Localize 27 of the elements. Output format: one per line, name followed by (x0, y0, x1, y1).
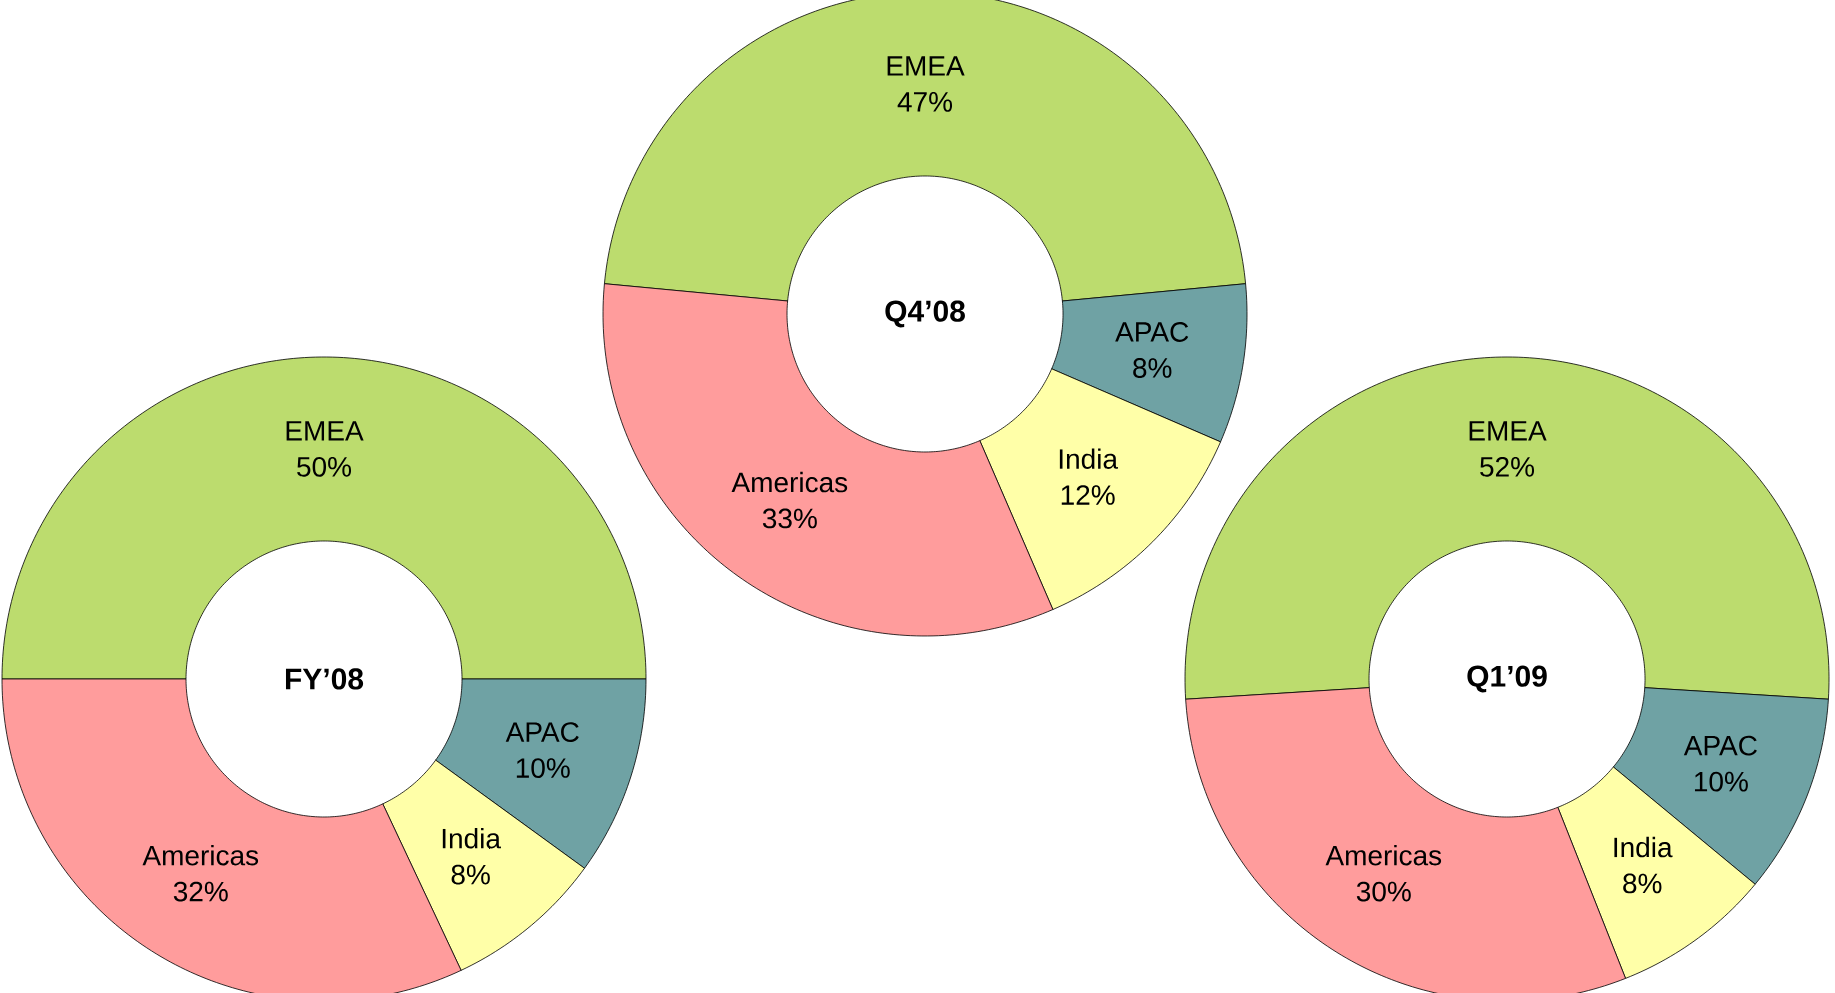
data-label: 12% (1061, 485, 1115, 505)
slice-label: India (1614, 836, 1673, 858)
data-label: 8% (1623, 873, 1662, 894)
slice-label: Americas (731, 471, 848, 493)
slice-label: APAC (1115, 322, 1189, 342)
slice-label: EMEA (1469, 421, 1547, 441)
data-label: 47% (897, 92, 953, 112)
data-label: 52% (1480, 456, 1535, 477)
slice-label: India (442, 827, 501, 849)
slice-label: Americas (1325, 844, 1442, 866)
data-label: 32% (173, 881, 228, 902)
data-label: 8% (1133, 358, 1172, 378)
slice-label: EMEA (286, 421, 364, 441)
data-label: 33% (762, 508, 817, 529)
data-label: 50% (297, 456, 352, 477)
data-label: 8% (451, 864, 490, 885)
slice-label: APAC (1683, 735, 1757, 756)
data-label: 10% (1694, 771, 1748, 792)
slice-label: Americas (142, 844, 259, 866)
text: Q1’09 (1467, 665, 1547, 693)
data-label: 10% (516, 758, 570, 778)
slice-label: EMEA (887, 56, 965, 76)
slice-label: India (1059, 448, 1119, 469)
data-label: 30% (1356, 881, 1411, 902)
text: Q4’08 (885, 300, 965, 328)
slice-label: APAC (505, 722, 579, 742)
text: FY’08 (285, 668, 364, 690)
